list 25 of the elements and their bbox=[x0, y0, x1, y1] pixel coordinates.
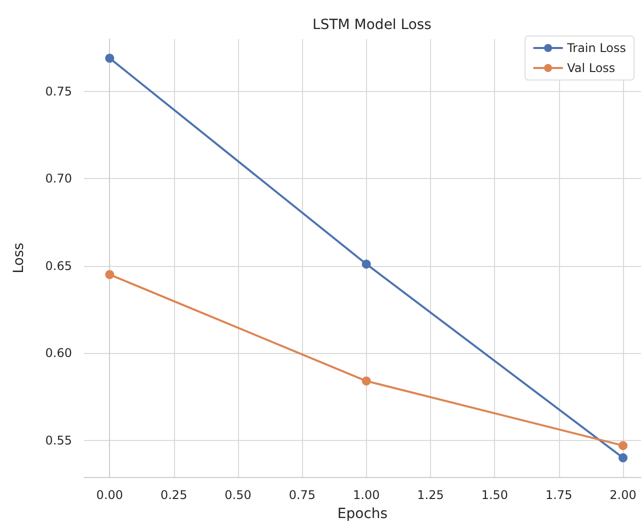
x-tick-label: 1.75 bbox=[546, 488, 572, 502]
y-tick-label: 0.60 bbox=[45, 346, 72, 360]
y-tick-label: 0.55 bbox=[45, 433, 72, 448]
y-tick-label: 0.75 bbox=[45, 84, 72, 98]
x-tick-label: 0.25 bbox=[160, 488, 188, 502]
y-tick-label: 0.65 bbox=[45, 258, 72, 273]
y-tick-label: 0.70 bbox=[45, 172, 72, 186]
x-tick-label: 1.00 bbox=[352, 488, 380, 502]
x-axis-title: Epochs bbox=[337, 506, 388, 522]
point bbox=[105, 270, 114, 280]
x-tick-label: 0.00 bbox=[96, 488, 124, 502]
x-tick-label: 1.50 bbox=[481, 488, 508, 502]
x-tick-label: 0.50 bbox=[224, 488, 252, 502]
point bbox=[362, 260, 371, 269]
legend-label: Val Loss bbox=[567, 61, 616, 75]
x-tick-label: 0.75 bbox=[288, 488, 316, 502]
point bbox=[618, 453, 628, 462]
point bbox=[362, 376, 371, 386]
point bbox=[105, 54, 114, 63]
point bbox=[618, 441, 628, 450]
x-tick-label: 2.00 bbox=[610, 488, 636, 502]
legend-label: Train Loss bbox=[566, 41, 626, 55]
x-tick-label: 1.25 bbox=[417, 488, 444, 502]
chart-title: LSTM Model Loss bbox=[312, 17, 432, 33]
y-axis-title: Loss bbox=[11, 242, 27, 274]
